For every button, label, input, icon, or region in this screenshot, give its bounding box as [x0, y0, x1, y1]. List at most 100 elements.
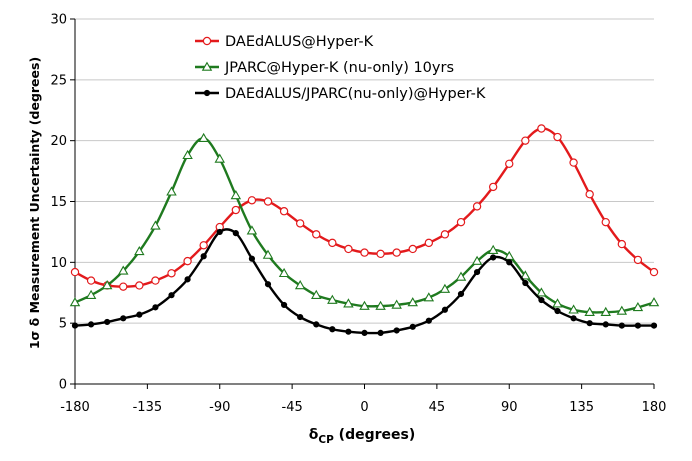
data-point	[120, 315, 127, 322]
data-point	[168, 292, 175, 299]
data-point	[360, 248, 369, 257]
data-point	[537, 124, 546, 133]
data-point	[568, 304, 579, 314]
legend-item-1: DAEdALUS@Hyper-K	[195, 34, 374, 50]
data-point	[152, 304, 159, 311]
series-line	[74, 228, 654, 335]
data-point	[230, 190, 242, 200]
data-point	[473, 268, 481, 276]
data-point	[359, 300, 370, 310]
data-point	[119, 282, 128, 291]
legend-marker	[201, 61, 213, 71]
data-point	[167, 269, 176, 278]
x-tick-label: 180	[642, 400, 667, 415]
data-point	[455, 271, 467, 281]
y-tick-label: 30	[50, 13, 67, 28]
x-axis-label-suffix: (degrees)	[334, 427, 415, 443]
legend-label: JPARC@Hyper-K (nu-only) 10yrs	[224, 60, 454, 76]
data-point	[425, 317, 432, 324]
y-axis-label: 1σ δ Measurement Uncertainty (degrees)	[27, 57, 42, 349]
data-point	[247, 196, 257, 205]
data-point	[87, 321, 95, 328]
series-2	[69, 132, 660, 316]
x-tick-label: 90	[501, 400, 518, 415]
data-point	[329, 326, 336, 333]
data-point	[262, 249, 274, 259]
data-point	[521, 136, 530, 145]
y-tick-label: 0	[59, 378, 67, 393]
data-point	[69, 297, 81, 307]
data-point	[150, 220, 161, 230]
x-tick-label: -180	[60, 400, 90, 415]
legend-item-3: DAEdALUS/JPARC(nu-only)@Hyper-K	[195, 86, 486, 102]
legend-marker	[203, 89, 211, 97]
y-tick-label: 5	[59, 317, 67, 332]
data-point	[616, 305, 628, 315]
data-point	[392, 248, 401, 257]
data-point	[536, 287, 547, 297]
data-point	[345, 328, 352, 335]
data-point	[295, 219, 305, 228]
data-point	[488, 182, 498, 192]
data-point	[327, 294, 338, 304]
data-point	[280, 301, 288, 309]
data-point	[279, 207, 289, 216]
data-point	[311, 289, 322, 299]
x-tick-label: -135	[133, 400, 163, 415]
data-point	[424, 238, 434, 248]
data-point	[552, 298, 563, 308]
data-point	[601, 217, 610, 227]
data-point	[457, 290, 465, 298]
x-axis-label-sub: CP	[318, 434, 334, 446]
gridlines	[75, 18, 654, 324]
data-point	[343, 298, 354, 308]
series-line	[74, 137, 655, 314]
data-point	[184, 276, 191, 283]
y-tick-label: 10	[50, 256, 67, 271]
data-point	[216, 228, 223, 236]
data-point	[632, 301, 644, 312]
data-point	[585, 189, 594, 199]
data-point	[570, 315, 577, 322]
data-point	[375, 300, 386, 310]
data-point	[440, 230, 450, 239]
data-point	[538, 296, 545, 304]
legend-marker	[202, 36, 212, 46]
data-point	[633, 255, 643, 265]
data-point	[441, 306, 449, 313]
series-layer	[69, 124, 660, 336]
data-point	[649, 267, 659, 277]
data-point	[166, 186, 177, 196]
legend-label: DAEdALUS@Hyper-K	[225, 34, 374, 50]
legend-item-2: JPARC@Hyper-K (nu-only) 10yrs	[195, 60, 454, 76]
data-point	[101, 280, 113, 290]
data-point	[182, 149, 193, 160]
legend: DAEdALUS@Hyper-K JPARC@Hyper-K (nu-only) …	[195, 34, 486, 102]
data-point	[618, 322, 625, 329]
data-point	[554, 307, 561, 315]
data-point	[648, 297, 660, 307]
data-point	[198, 132, 209, 143]
legend-label: DAEdALUS/JPARC(nu-only)@Hyper-K	[225, 86, 486, 102]
data-point	[200, 253, 207, 260]
y-tick-label: 25	[50, 73, 67, 88]
data-point	[634, 322, 642, 329]
y-tick-label: 20	[50, 134, 67, 149]
data-point	[600, 306, 611, 316]
data-point	[586, 320, 593, 327]
data-point	[328, 238, 337, 248]
data-point	[407, 297, 418, 307]
series-line	[74, 127, 655, 288]
data-point	[134, 245, 145, 256]
data-point	[506, 259, 513, 266]
data-point	[85, 289, 97, 299]
data-point	[376, 249, 385, 259]
data-point	[471, 255, 483, 265]
x-tick-label: -90	[209, 400, 230, 415]
x-axis-label: δCP (degrees)	[309, 427, 415, 446]
x-axis-label-main: δ	[309, 427, 319, 443]
data-point	[70, 267, 80, 277]
x-tick-label: 0	[360, 400, 368, 415]
data-point	[456, 217, 466, 227]
series-1	[70, 124, 659, 291]
